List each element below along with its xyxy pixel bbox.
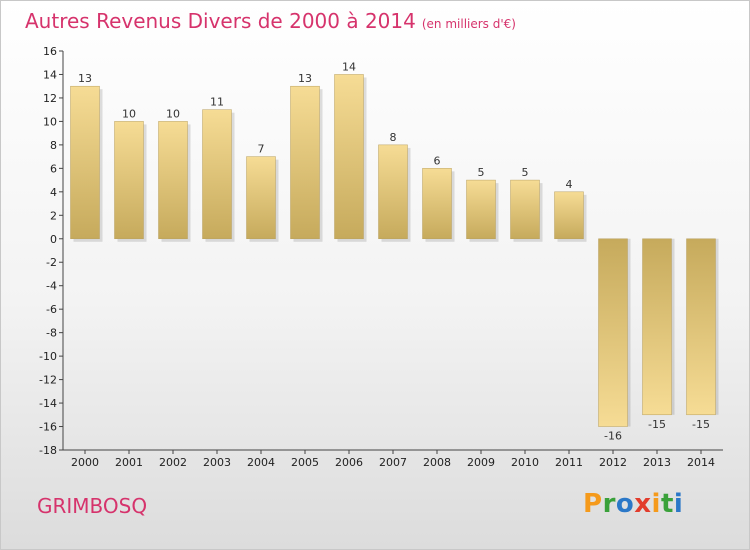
- subtitle-text: (en milliers d'€): [421, 17, 516, 31]
- bar: [598, 238, 628, 427]
- value-label: 7: [258, 143, 265, 156]
- bar: [158, 121, 188, 240]
- x-tick-label: 2002: [159, 456, 187, 469]
- value-label: 10: [122, 107, 136, 120]
- plot-area: 16 14 12 10 8 6 4 2 0 -2 -4 -6 -8 -10 -12 -14 -16 -18 13 20…: [39, 45, 723, 469]
- y-tick-label: 8: [50, 139, 57, 152]
- x-tick-label: 2001: [115, 456, 143, 469]
- logo-letter: P: [583, 489, 603, 519]
- bar: [686, 238, 716, 416]
- x-tick-label: 2014: [687, 456, 715, 469]
- value-label: -16: [604, 430, 622, 443]
- proxiti-logo: Proxiti: [583, 489, 683, 519]
- logo-letter: t: [660, 489, 674, 519]
- x-tick-label: 2005: [291, 456, 319, 469]
- bar: [642, 238, 672, 416]
- x-tick-label: 2012: [599, 456, 627, 469]
- x-tick-label: 2003: [203, 456, 231, 469]
- value-label: 14: [342, 60, 356, 73]
- bar: [114, 121, 144, 240]
- bar: [554, 191, 584, 240]
- x-tick-label: 2006: [335, 456, 363, 469]
- logo-letter: i: [673, 489, 684, 519]
- bar: [466, 179, 496, 240]
- y-tick-label: 4: [50, 186, 57, 199]
- title-text: Autres Revenus Divers de 2000 à 2014: [25, 9, 416, 33]
- value-label: 11: [210, 96, 224, 109]
- logo-letter: x: [634, 489, 652, 519]
- logo-letter: r: [602, 489, 616, 519]
- value-label: 13: [298, 72, 312, 85]
- y-tick-label: -12: [39, 374, 57, 387]
- y-tick-label: 6: [50, 162, 57, 175]
- value-label: 13: [78, 72, 92, 85]
- x-tick-label: 2004: [247, 456, 275, 469]
- x-tick-label: 2011: [555, 456, 583, 469]
- x-tick-label: 2007: [379, 456, 407, 469]
- bar: [334, 74, 364, 240]
- value-label: 8: [390, 131, 397, 144]
- value-label: 5: [478, 166, 485, 179]
- chart-title: Autres Revenus Divers de 2000 à 2014 (en …: [25, 9, 516, 33]
- bar: [378, 144, 408, 240]
- value-label: 6: [434, 154, 441, 167]
- x-tick-label: 2008: [423, 456, 451, 469]
- value-label: 10: [166, 107, 180, 120]
- y-tick-label: -18: [39, 444, 57, 457]
- y-tick-label: -16: [39, 421, 57, 434]
- x-tick-label: 2000: [71, 456, 99, 469]
- value-label: -15: [692, 418, 710, 431]
- value-label: 4: [566, 178, 573, 191]
- value-label: -15: [648, 418, 666, 431]
- y-tick-label: -8: [46, 327, 57, 340]
- bar: [290, 85, 320, 240]
- y-tick-label: 0: [50, 233, 57, 246]
- x-tick-label: 2013: [643, 456, 671, 469]
- y-tick-label: 14: [43, 68, 57, 81]
- bar: [422, 168, 452, 240]
- x-tick-label: 2010: [511, 456, 539, 469]
- y-tick-label: -4: [46, 280, 57, 293]
- y-tick-label: 12: [43, 92, 57, 105]
- y-tick-label: -10: [39, 350, 57, 363]
- logo-letter: o: [615, 489, 635, 519]
- y-tick-label: 16: [43, 45, 57, 58]
- bar: [70, 85, 100, 240]
- y-tick-label: -14: [39, 397, 57, 410]
- x-tick-label: 2009: [467, 456, 495, 469]
- value-label: 5: [522, 166, 529, 179]
- logo-letter: i: [651, 489, 661, 519]
- y-tick-label: -2: [46, 256, 57, 269]
- y-tick-label: 10: [43, 115, 57, 128]
- location-name: GRIMBOSQ: [37, 494, 148, 518]
- bar: [246, 156, 276, 240]
- bar: [202, 109, 232, 240]
- y-tick-label: -6: [46, 303, 57, 316]
- bar: [510, 179, 540, 240]
- y-tick-label: 2: [50, 209, 57, 222]
